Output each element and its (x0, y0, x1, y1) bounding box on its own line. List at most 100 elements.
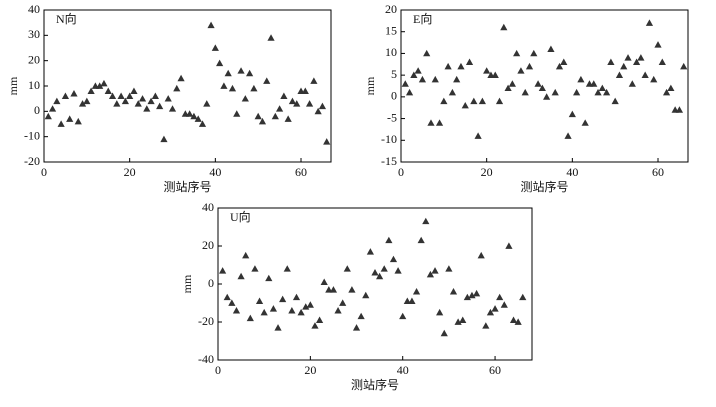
x-tick-label: 0 (41, 165, 47, 179)
data-point (164, 95, 172, 102)
data-point (680, 62, 688, 70)
data-point (48, 105, 57, 112)
y-tick-label: -5 (387, 110, 397, 124)
data-point (401, 80, 409, 87)
data-point (427, 119, 435, 126)
data-point (156, 102, 164, 110)
data-point (483, 67, 491, 74)
data-point (470, 97, 478, 105)
y-tick-label: 20 (28, 52, 40, 66)
y-tick-label: -15 (381, 154, 397, 168)
data-point (418, 75, 427, 83)
data-point (505, 242, 513, 249)
data-point (495, 97, 504, 105)
data-point (311, 322, 319, 329)
data-point (83, 97, 91, 105)
x-axis-label: 测站序号 (520, 179, 568, 194)
data-point (100, 79, 108, 87)
data-point (637, 54, 645, 61)
data-point (306, 301, 314, 308)
data-point (645, 19, 654, 26)
x-tick-label: 60 (295, 165, 307, 179)
data-point (283, 265, 291, 272)
data-point (514, 318, 522, 325)
data-point (263, 77, 271, 84)
data-point (320, 278, 328, 285)
data-point (223, 293, 231, 301)
data-point (555, 62, 564, 70)
data-point (310, 77, 318, 84)
data-point (288, 97, 297, 105)
data-point (113, 100, 121, 107)
data-point (352, 324, 361, 331)
x-axis-label: 测站序号 (351, 377, 399, 392)
y-tick-label: 10 (28, 78, 40, 92)
y-tick-label: 5 (391, 67, 397, 81)
data-point (362, 291, 370, 299)
data-point (457, 62, 465, 70)
data-point (603, 88, 611, 96)
data-point (246, 314, 254, 322)
data-point (667, 84, 675, 92)
data-point (449, 288, 458, 295)
data-point (194, 115, 202, 122)
y-tick-label: -20 (24, 154, 40, 168)
data-point (412, 288, 421, 295)
data-point (315, 316, 324, 323)
data-point (254, 112, 262, 120)
data-point (293, 100, 301, 107)
data-point (472, 289, 481, 297)
data-point (301, 87, 309, 94)
data-point (44, 112, 52, 120)
y-tick-label: 40 (28, 2, 40, 16)
data-point (267, 34, 275, 41)
panel-label: E向 (413, 11, 432, 26)
data-point (417, 236, 425, 244)
data-point (385, 236, 393, 244)
data-point (590, 80, 598, 87)
data-point (74, 117, 82, 125)
data-point (453, 75, 461, 83)
data-point (147, 97, 155, 105)
y-tick-label: 20 (202, 238, 214, 252)
data-point (607, 58, 615, 65)
data-point (525, 62, 534, 70)
data-point (426, 270, 435, 278)
x-axis-label: 测站序号 (163, 179, 211, 194)
y-tick-label: 40 (202, 200, 214, 214)
panel-label: U向 (230, 209, 251, 224)
data-point (504, 84, 512, 92)
data-point (448, 88, 457, 96)
data-point (435, 119, 444, 126)
data-point (581, 119, 589, 126)
data-point (366, 248, 374, 255)
data-point (440, 97, 448, 105)
x-tick-label: 0 (398, 165, 404, 179)
data-point (260, 308, 268, 316)
x-tick-label: 40 (209, 165, 221, 179)
y-tick-label: 15 (385, 23, 397, 37)
data-point (339, 299, 347, 306)
y-tick-label: 0 (208, 276, 214, 290)
data-point (87, 87, 95, 94)
y-axis-label: mm (6, 76, 20, 95)
data-point (284, 115, 292, 122)
x-tick-label: 0 (215, 363, 221, 377)
y-tick-label: -40 (198, 352, 214, 366)
data-point (662, 88, 671, 96)
data-point (509, 316, 518, 323)
data-point (628, 80, 636, 87)
data-point (538, 84, 546, 92)
data-point (241, 95, 249, 102)
data-point (551, 88, 559, 96)
data-point (232, 307, 241, 314)
data-point (389, 255, 398, 263)
data-point (104, 87, 112, 94)
data-point (403, 297, 411, 304)
data-point (121, 97, 129, 105)
data-point (224, 69, 232, 77)
data-point (543, 93, 551, 100)
data-point (168, 105, 177, 112)
data-point (228, 84, 237, 92)
